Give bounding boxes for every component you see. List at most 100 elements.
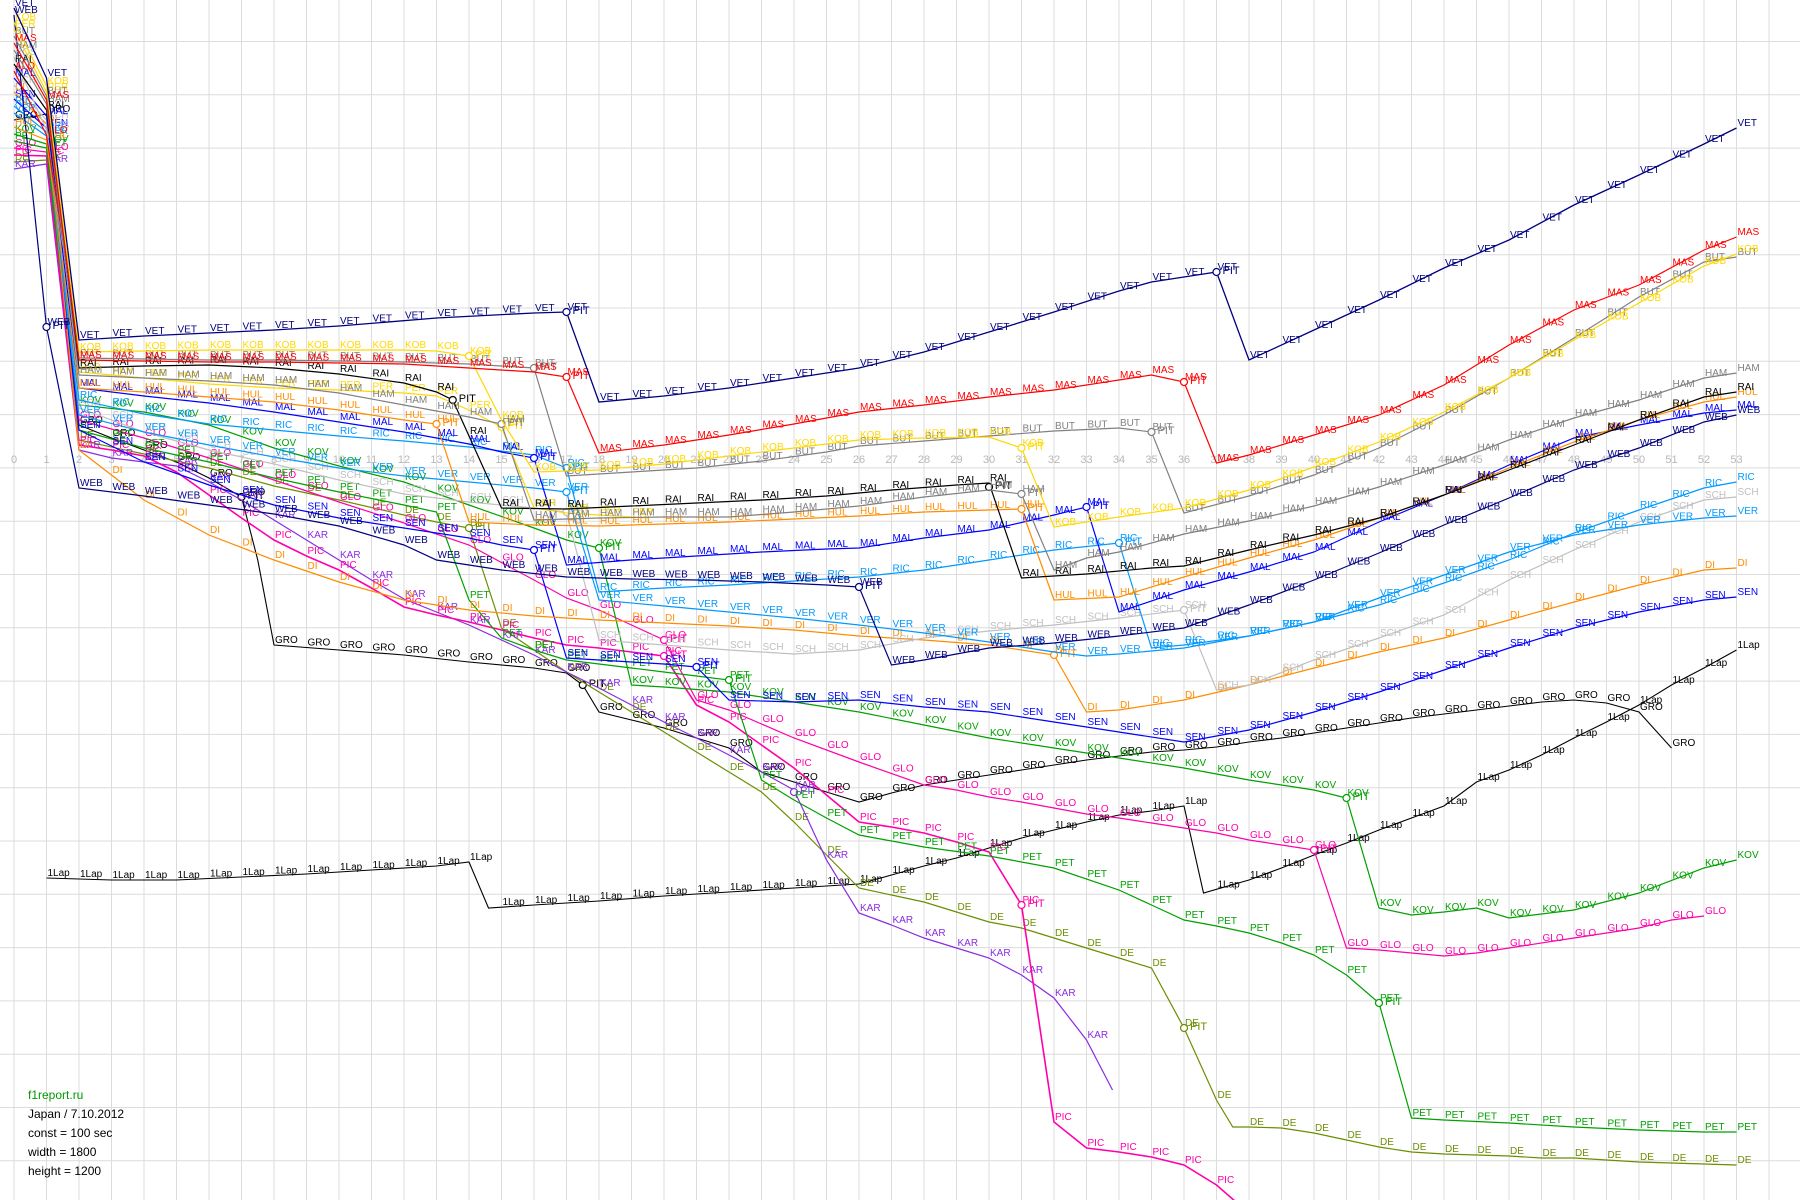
- trace-labels: KOB KOB KOB KOB KOB KOB KOB KOB KOB KOB KOB KOB KOB K…: [15, 12, 1759, 528]
- lap-label: MAL: [990, 520, 1011, 531]
- lap-label: DI: [405, 590, 415, 601]
- lap-label: VER: [1478, 554, 1499, 565]
- lap-label: PET: [665, 662, 684, 673]
- lap-label: MAL: [1510, 455, 1531, 466]
- lap-label: RAI: [1380, 508, 1397, 519]
- lap-label: SCH: [80, 398, 101, 409]
- lap-label: MAS: [340, 353, 362, 364]
- lap-label: KOB: [1510, 368, 1531, 379]
- lap-label: PER: [600, 505, 621, 516]
- lap-label: KAR: [470, 615, 491, 626]
- lap-label: DI: [795, 620, 805, 631]
- lap-label: GLO: [1705, 906, 1726, 917]
- lap-label: MAL: [1575, 428, 1596, 439]
- lap-label: WEB: [145, 486, 168, 497]
- driver-trace-KOB: KOB KOB KOB KOB KOB KOB KOB KOB KOB KOB KOB KOB KOB K…: [13, 12, 1759, 528]
- lap-label: GRO: [470, 652, 493, 663]
- lap-label: MAL: [730, 544, 751, 555]
- lap-label: BUT: [145, 349, 165, 360]
- lap-label: KOV: [828, 697, 849, 708]
- lap-label: MAL: [958, 524, 979, 535]
- lap-label: 1Lap: [243, 867, 266, 878]
- lap-label: RIC: [730, 575, 747, 586]
- lap-label: KAR: [730, 745, 751, 756]
- lap-tick: 4: [141, 454, 147, 466]
- lap-label: KOB: [178, 341, 199, 352]
- lap-label: GRO: [1413, 708, 1436, 719]
- lap-tick: 23: [755, 454, 767, 466]
- lap-label: WEB: [210, 495, 233, 506]
- lap-label: RAI: [373, 369, 390, 380]
- lap-label: GLO: [1218, 823, 1239, 834]
- pit-circle-icon: [562, 307, 571, 317]
- lap-label: MAL: [340, 412, 361, 423]
- lap-label: GLO: [1510, 938, 1531, 949]
- lap-label: KAR: [48, 154, 69, 165]
- lap-label: SEN: [1348, 692, 1369, 703]
- lap-label: GLO: [925, 775, 946, 786]
- lap-label: RAI: [1023, 568, 1040, 579]
- lap-label: HUL: [665, 514, 685, 525]
- lap-label: DE: [1478, 1145, 1492, 1156]
- lap-label: RAI: [405, 373, 422, 384]
- lap-label: BUT: [1185, 503, 1205, 514]
- lap-label: SEN: [340, 508, 361, 519]
- lap-label: WEB: [600, 568, 623, 579]
- lap-label: GRO: [1510, 696, 1533, 707]
- lap-label: SEN: [1250, 720, 1271, 731]
- lap-label: VET: [1348, 305, 1367, 316]
- lap-label: GRO: [1250, 732, 1273, 743]
- lap-label: VER: [275, 447, 296, 458]
- pit-marker: PIT: [1342, 791, 1370, 803]
- lap-label: DI: [1705, 560, 1715, 571]
- lap-label: KOB: [503, 410, 524, 421]
- lap-label: RIC: [145, 404, 162, 415]
- site-link[interactable]: f1report.ru: [28, 1088, 84, 1102]
- lap-label: HAM: [1510, 430, 1532, 441]
- lap-label: MAS: [243, 352, 265, 363]
- lap-label: KOV: [1283, 775, 1304, 786]
- lap-label: PET: [1543, 1115, 1562, 1126]
- lap-label: HAM: [1575, 408, 1597, 419]
- pit-circle-icon: [1342, 793, 1351, 803]
- lap-label: PIC: [210, 485, 227, 496]
- lap-label: PER: [178, 371, 199, 382]
- lap-axis: 0123456789101112131415161718192021222324…: [11, 454, 1743, 466]
- lap-label: BUT: [1023, 424, 1043, 435]
- lap-label: GLO: [1575, 928, 1596, 939]
- lap-label: SCH: [1738, 487, 1759, 498]
- lap-tick: 15: [495, 454, 507, 466]
- lap-label: DI: [48, 114, 58, 125]
- lap-label: WEB: [893, 655, 916, 666]
- lap-label: SEN: [470, 528, 491, 539]
- lap-label: GRO: [535, 658, 558, 669]
- lap-tick: 39: [1275, 454, 1287, 466]
- lap-label: MAL: [210, 393, 231, 404]
- lap-label: WEB: [1705, 412, 1728, 423]
- lap-label: KOB: [80, 342, 101, 353]
- lap-label: BUT: [340, 351, 360, 362]
- lap-label: SCH: [145, 422, 166, 433]
- lap-label: RAI: [535, 499, 552, 510]
- lap-label: MAS: [1120, 370, 1142, 381]
- lap-label: MAS: [795, 414, 817, 425]
- lap-label: RIC: [373, 429, 390, 440]
- lap-label: VET: [925, 342, 944, 353]
- lap-label: KOB: [795, 438, 816, 449]
- lap-label: PET: [80, 420, 99, 431]
- pit-circle-icon: [1179, 605, 1189, 615]
- lap-label: GRO: [275, 635, 298, 646]
- lap-label: RAI: [340, 364, 357, 375]
- lap-label: PIC: [698, 695, 715, 706]
- lap-label: SCH: [990, 621, 1011, 632]
- pit-label: PIT: [459, 393, 476, 405]
- lap-label: RAI: [860, 483, 877, 494]
- lap-label: KOV: [925, 715, 946, 726]
- lap-label: WEB: [535, 564, 558, 575]
- lap-label: HAM: [535, 510, 557, 521]
- lap-label: SEN: [1055, 712, 1076, 723]
- lap-label: RIC: [1153, 638, 1170, 649]
- lap-label: KOB: [1445, 402, 1466, 413]
- lap-label: PET: [1738, 1122, 1757, 1133]
- pit-label: PIT: [1028, 502, 1045, 514]
